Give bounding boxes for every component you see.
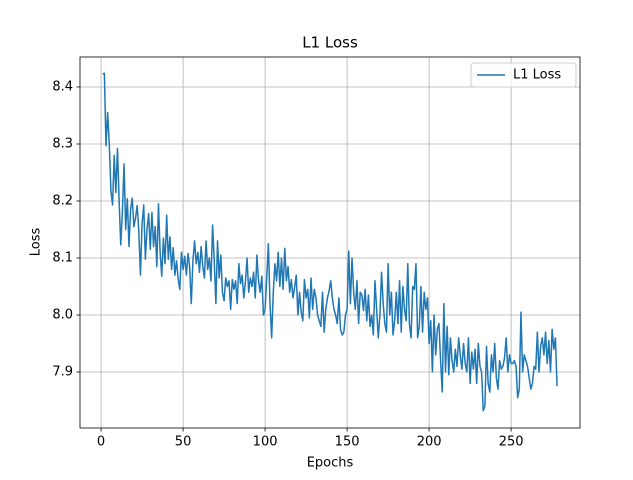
y-tick-label: 8.4 [52, 79, 73, 94]
grid [80, 57, 580, 428]
y-tick-label: 7.9 [52, 365, 73, 380]
legend-box [470, 62, 577, 88]
y-axis-label: Loss [29, 228, 44, 257]
x-tick-label: 50 [175, 435, 192, 450]
y-tick-label: 8.3 [52, 136, 73, 151]
x-tick-label: 100 [253, 435, 278, 450]
x-tick-label: 200 [417, 435, 442, 450]
x-tick-label: 250 [499, 435, 524, 450]
axes-frame [79, 56, 581, 429]
line-series [102, 72, 558, 412]
legend: L1 Loss [470, 62, 577, 88]
x-axis-label: Epochs [307, 456, 354, 471]
chart-title: L1 Loss [302, 34, 358, 52]
x-tick-label: 150 [335, 435, 360, 450]
y-tick-label: 8.0 [52, 308, 73, 323]
x-tick-label: 0 [97, 435, 105, 450]
y-tick-label: 8.2 [52, 193, 73, 208]
plot-area [102, 72, 558, 412]
legend-label: L1 Loss [513, 68, 561, 83]
y-tick-label: 8.1 [52, 251, 73, 266]
